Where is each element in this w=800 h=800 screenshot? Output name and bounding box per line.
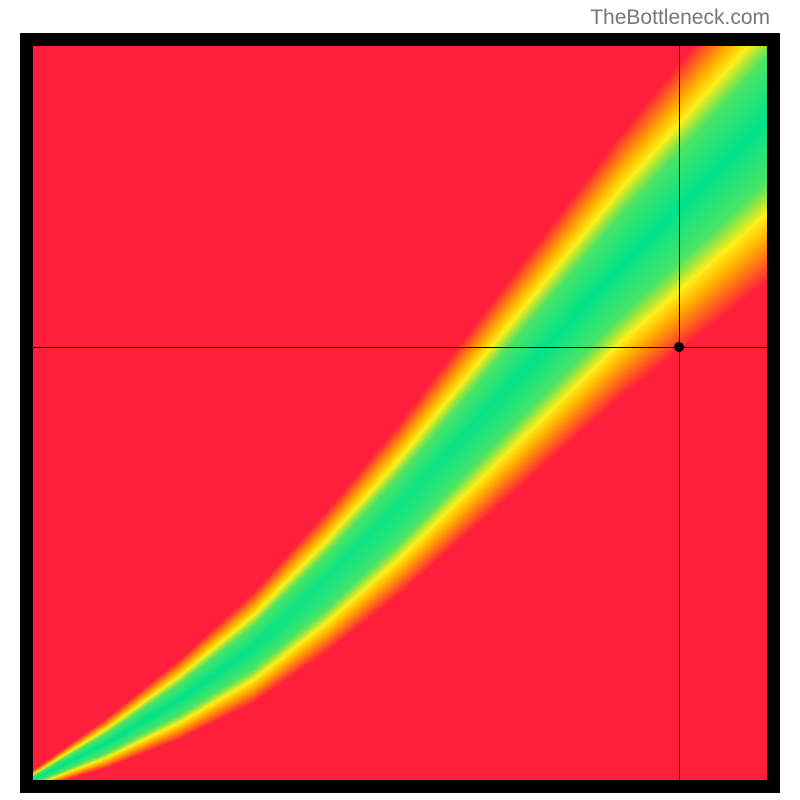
plot-frame — [20, 33, 780, 793]
watermark-text: TheBottleneck.com — [590, 6, 770, 30]
chart-container: TheBottleneck.com — [0, 0, 800, 800]
crosshair-vertical — [679, 46, 680, 780]
heatmap-canvas — [33, 46, 767, 780]
marker-dot — [674, 342, 684, 352]
crosshair-horizontal — [33, 347, 767, 348]
